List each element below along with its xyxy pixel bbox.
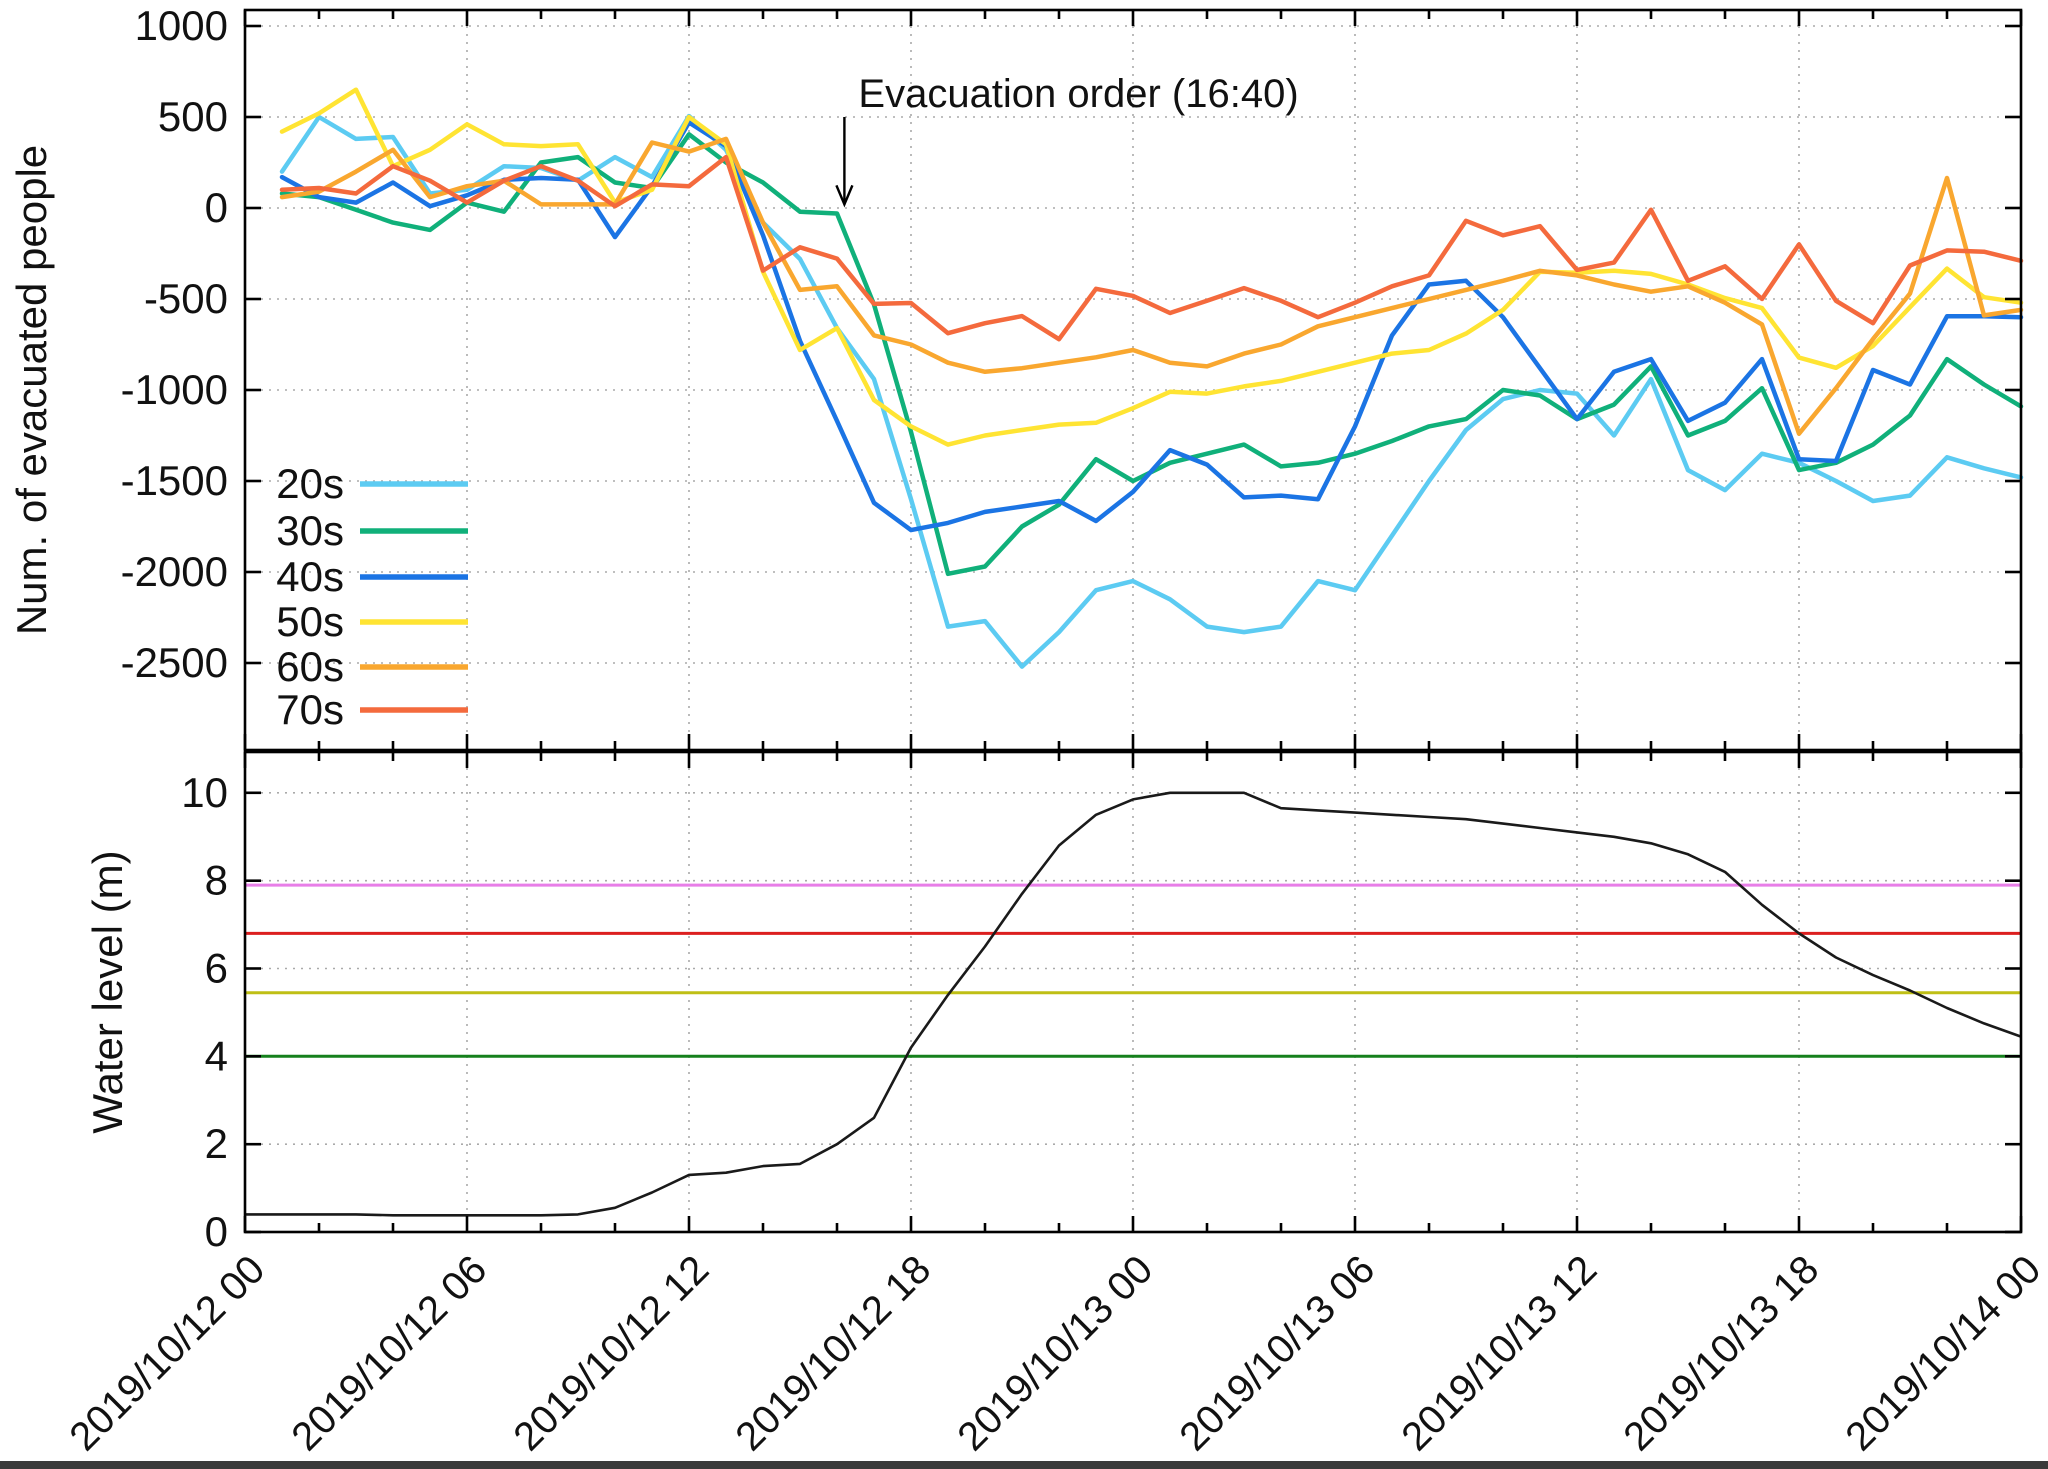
- ylabel-water: Water level (m): [84, 850, 131, 1133]
- y-tick-label: 0: [205, 184, 228, 231]
- series-line-water-level: [245, 791, 2022, 1217]
- y-tick-label: -2000: [121, 548, 228, 595]
- legend-label-50s: 50s: [276, 598, 344, 645]
- series-line-70s: [279, 154, 2024, 342]
- y-tick-label: 1000: [135, 2, 228, 49]
- series-line-50s: [279, 87, 2024, 447]
- y-tick-label: -1000: [121, 366, 228, 413]
- legend-label-70s: 70s: [276, 686, 344, 733]
- y-tick-label: 6: [205, 945, 228, 992]
- y-tick-label: 4: [205, 1032, 228, 1079]
- y-tick-label: 500: [158, 93, 228, 140]
- y-tick-label: -2500: [121, 639, 228, 686]
- legend-label-20s: 20s: [276, 460, 344, 507]
- legend-label-30s: 30s: [276, 507, 344, 554]
- ylabel-evacuated: Num. of evacuated people: [8, 145, 55, 635]
- legend-label-40s: 40s: [276, 553, 344, 600]
- series-line-60s: [279, 136, 2024, 436]
- y-tick-label: 2: [205, 1120, 228, 1167]
- y-tick-label: 10: [181, 769, 228, 816]
- y-tick-label: 8: [205, 857, 228, 904]
- y-tick-label: 0: [205, 1208, 228, 1255]
- evacuation-arrowhead: [835, 184, 854, 208]
- evacuation-annotation: Evacuation order (16:40): [858, 72, 1298, 116]
- y-tick-label: -1500: [121, 457, 228, 504]
- y-tick-label: -500: [144, 275, 228, 322]
- window-bottom-bar: [0, 1461, 2048, 1469]
- legend-label-60s: 60s: [276, 643, 344, 690]
